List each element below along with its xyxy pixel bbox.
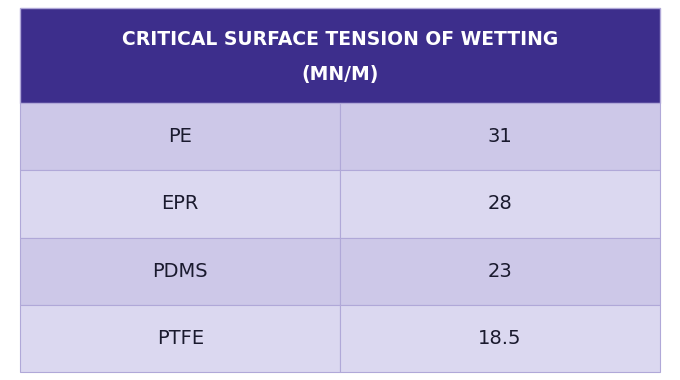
Text: PTFE: PTFE (156, 329, 204, 348)
Text: CRITICAL SURFACE TENSION OF WETTING: CRITICAL SURFACE TENSION OF WETTING (122, 30, 558, 49)
Text: 31: 31 (488, 127, 512, 146)
FancyBboxPatch shape (20, 170, 340, 238)
FancyBboxPatch shape (340, 103, 660, 170)
FancyBboxPatch shape (20, 305, 340, 372)
Text: 23: 23 (488, 262, 512, 281)
FancyBboxPatch shape (20, 103, 340, 170)
FancyBboxPatch shape (340, 305, 660, 372)
FancyBboxPatch shape (20, 238, 340, 305)
Text: 28: 28 (488, 194, 512, 213)
Text: 18.5: 18.5 (478, 329, 522, 348)
FancyBboxPatch shape (20, 8, 660, 103)
Text: (MN/M): (MN/M) (301, 65, 379, 84)
FancyBboxPatch shape (340, 170, 660, 238)
Text: PE: PE (168, 127, 192, 146)
Text: PDMS: PDMS (152, 262, 208, 281)
Text: EPR: EPR (162, 194, 199, 213)
FancyBboxPatch shape (340, 238, 660, 305)
